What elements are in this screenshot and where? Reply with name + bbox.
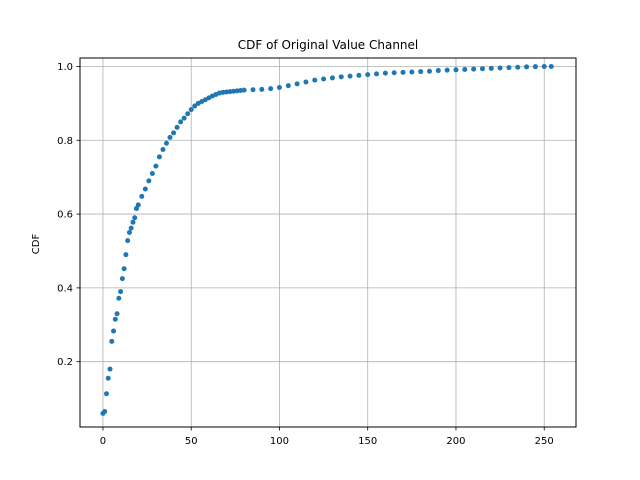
data-point	[444, 67, 450, 73]
data-point	[524, 64, 530, 70]
data-point	[338, 74, 344, 80]
data-point	[142, 186, 148, 192]
data-point	[188, 107, 194, 113]
data-point	[268, 86, 274, 92]
data-point	[125, 238, 131, 244]
data-point	[126, 230, 132, 236]
data-point	[285, 83, 291, 89]
data-point	[294, 81, 300, 87]
data-point	[116, 295, 122, 301]
y-axis-label: CDF	[31, 234, 42, 255]
data-point	[192, 103, 198, 109]
y-tick-label: 0.4	[57, 283, 73, 294]
x-axis-ticks: 0 50 100 150 200 250	[100, 427, 554, 447]
data-point	[418, 69, 424, 75]
data-point	[160, 147, 166, 153]
data-point	[156, 154, 162, 160]
data-point	[132, 215, 138, 221]
x-tick-label: 200	[446, 436, 465, 447]
data-point	[329, 75, 335, 81]
data-point	[497, 65, 503, 71]
x-tick-label: 150	[358, 436, 377, 447]
data-point	[149, 170, 155, 176]
data-point	[506, 65, 512, 71]
data-point	[532, 64, 538, 70]
y-tick-label: 0.8	[57, 136, 73, 147]
data-point	[250, 87, 256, 93]
data-point	[119, 276, 125, 282]
data-point	[112, 316, 118, 322]
data-point	[107, 366, 113, 372]
data-point	[471, 66, 477, 72]
x-tick-label: 250	[535, 436, 554, 447]
data-point	[365, 72, 371, 78]
data-point	[185, 111, 191, 117]
data-point	[163, 140, 169, 146]
data-point	[259, 86, 265, 92]
data-point	[548, 63, 554, 69]
x-tick-label: 0	[100, 436, 106, 447]
data-point	[453, 67, 459, 73]
data-point	[347, 73, 353, 79]
data-point	[276, 85, 282, 91]
x-tick-label: 50	[185, 436, 198, 447]
data-point	[146, 178, 152, 184]
data-point	[118, 289, 124, 295]
data-point	[130, 219, 136, 225]
data-point	[103, 391, 109, 397]
data-point	[303, 79, 309, 85]
data-point	[241, 87, 247, 93]
x-tick-label: 100	[270, 436, 289, 447]
data-point	[479, 66, 485, 72]
data-points	[100, 63, 554, 416]
y-axis-ticks: 0.2 0.4 0.6 0.8 1.0	[57, 62, 80, 368]
data-point	[139, 193, 145, 199]
data-point	[374, 71, 380, 77]
data-point	[515, 64, 521, 70]
data-point	[488, 65, 494, 71]
data-point	[178, 119, 184, 125]
y-tick-label: 0.2	[57, 357, 73, 368]
data-point	[435, 68, 441, 74]
data-point	[174, 124, 180, 130]
data-point	[181, 115, 187, 121]
data-point	[409, 69, 415, 75]
data-point	[171, 130, 177, 136]
grid-lines	[80, 58, 576, 427]
chart-title: CDF of Original Value Channel	[238, 38, 419, 52]
data-point	[114, 311, 120, 317]
data-point	[109, 338, 115, 344]
data-point	[167, 134, 173, 140]
y-tick-label: 1.0	[57, 62, 73, 73]
data-point	[426, 68, 432, 74]
data-point	[123, 252, 129, 258]
data-point	[102, 409, 108, 415]
data-point	[356, 72, 362, 78]
data-point	[312, 77, 318, 83]
data-point	[105, 375, 111, 381]
y-tick-label: 0.6	[57, 210, 73, 221]
data-point	[462, 66, 468, 72]
data-point	[382, 70, 388, 76]
data-point	[128, 225, 134, 231]
data-point	[541, 63, 547, 69]
data-point	[153, 163, 159, 169]
data-point	[391, 70, 397, 76]
data-point	[321, 76, 327, 82]
data-point	[121, 266, 127, 272]
plot-frame	[79, 57, 577, 428]
data-point	[400, 69, 406, 75]
data-point	[135, 202, 141, 208]
data-point	[111, 328, 117, 334]
